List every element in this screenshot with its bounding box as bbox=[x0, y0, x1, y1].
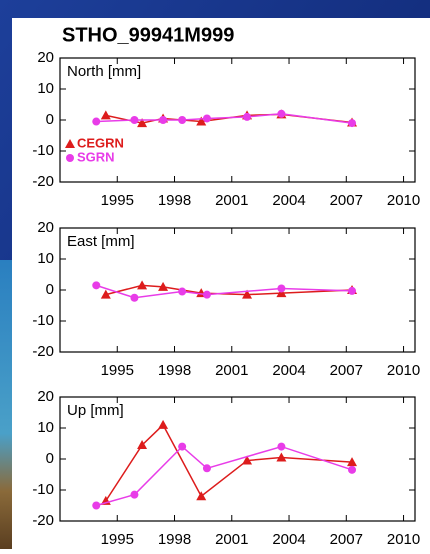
legend-marker bbox=[65, 139, 75, 148]
x-tick-label: 2004 bbox=[272, 362, 305, 379]
data-point bbox=[347, 457, 358, 467]
legend-marker bbox=[66, 154, 74, 162]
x-tick-label: 1995 bbox=[101, 362, 134, 379]
panel-label: Up [mm] bbox=[67, 402, 124, 419]
data-point bbox=[276, 452, 287, 462]
data-point bbox=[348, 465, 357, 474]
y-tick-label: -20 bbox=[32, 173, 54, 190]
y-tick-label: 20 bbox=[37, 388, 54, 405]
data-point bbox=[130, 490, 139, 499]
plot-frame bbox=[59, 227, 416, 353]
y-tick-label: 0 bbox=[46, 111, 54, 128]
x-tick-label: 2010 bbox=[387, 362, 420, 379]
x-tick-label: 2010 bbox=[387, 192, 420, 209]
y-tick-label: 20 bbox=[37, 219, 54, 236]
data-point bbox=[348, 286, 357, 295]
legend-label: CEGRN bbox=[77, 135, 124, 150]
data-point bbox=[130, 293, 139, 302]
y-tick-label: 10 bbox=[37, 419, 54, 436]
x-tick-label: 1998 bbox=[158, 362, 191, 379]
plot-frame bbox=[59, 57, 416, 183]
y-tick-label: 10 bbox=[37, 80, 54, 97]
data-point bbox=[202, 114, 211, 123]
data-point bbox=[178, 116, 187, 124]
legend-label: SGRN bbox=[77, 149, 115, 164]
data-point bbox=[277, 442, 286, 451]
background-image bbox=[0, 260, 14, 549]
data-point bbox=[277, 109, 286, 118]
x-tick-label: 2007 bbox=[330, 531, 363, 548]
data-point bbox=[202, 464, 211, 473]
data-point bbox=[92, 117, 101, 126]
y-tick-label: -20 bbox=[32, 512, 54, 529]
page-title: STHO_99941M999 bbox=[62, 24, 234, 46]
plot-panel bbox=[12, 18, 430, 549]
x-tick-label: 1998 bbox=[158, 192, 191, 209]
y-tick-label: -10 bbox=[32, 481, 54, 498]
y-tick-label: -10 bbox=[32, 142, 54, 159]
data-point bbox=[242, 289, 253, 299]
data-point bbox=[276, 288, 287, 298]
x-tick-label: 2001 bbox=[215, 531, 248, 548]
x-tick-label: 2004 bbox=[272, 192, 305, 209]
data-point bbox=[100, 289, 111, 299]
x-tick-label: 2007 bbox=[330, 192, 363, 209]
data-point bbox=[196, 116, 207, 126]
x-tick-label: 1995 bbox=[101, 531, 134, 548]
data-point bbox=[242, 455, 253, 465]
x-tick-label: 1998 bbox=[158, 531, 191, 548]
data-point bbox=[196, 491, 207, 501]
y-tick-label: 0 bbox=[46, 450, 54, 467]
x-tick-label: 2004 bbox=[272, 531, 305, 548]
data-point bbox=[243, 112, 252, 121]
x-tick-label: 1995 bbox=[101, 192, 134, 209]
y-tick-label: -10 bbox=[32, 312, 54, 329]
panel-label: North [mm] bbox=[67, 63, 141, 80]
data-point bbox=[92, 501, 101, 510]
series-line bbox=[96, 284, 353, 299]
y-tick-label: 0 bbox=[46, 281, 54, 298]
data-point bbox=[130, 116, 139, 124]
data-point bbox=[348, 119, 357, 128]
y-tick-label: 10 bbox=[37, 250, 54, 267]
data-point bbox=[277, 284, 286, 293]
plot-frame bbox=[59, 396, 416, 522]
x-tick-label: 2007 bbox=[330, 362, 363, 379]
data-point bbox=[137, 118, 148, 128]
data-point bbox=[178, 442, 187, 451]
x-tick-label: 2001 bbox=[215, 362, 248, 379]
x-tick-label: 2001 bbox=[215, 192, 248, 209]
series-line bbox=[96, 445, 353, 507]
x-tick-label: 2010 bbox=[387, 531, 420, 548]
data-point bbox=[137, 440, 148, 450]
y-tick-label: -20 bbox=[32, 343, 54, 360]
data-point bbox=[137, 280, 148, 290]
series-line bbox=[96, 113, 353, 124]
data-point bbox=[92, 281, 101, 290]
panel-label: East [mm] bbox=[67, 233, 135, 250]
data-point bbox=[100, 110, 111, 120]
data-point bbox=[178, 287, 187, 296]
data-point bbox=[158, 281, 169, 291]
y-tick-label: 20 bbox=[37, 49, 54, 66]
data-point bbox=[159, 116, 168, 124]
data-point bbox=[158, 419, 169, 429]
data-point bbox=[202, 290, 211, 299]
